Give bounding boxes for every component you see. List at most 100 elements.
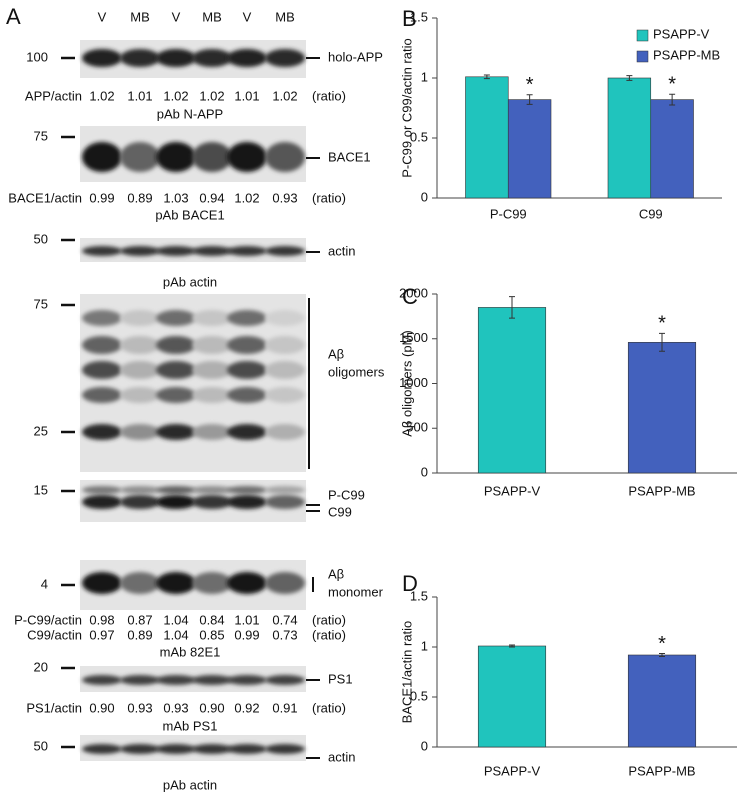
marker-label: 50: [34, 738, 48, 753]
blot-band: [82, 310, 122, 326]
bar: [650, 99, 694, 199]
blot-band: [156, 387, 196, 403]
legend-swatch: [636, 50, 649, 63]
band-label: actin: [328, 749, 355, 764]
blot-band: [265, 675, 305, 685]
blot-band: [120, 142, 160, 172]
lane-label: V: [172, 9, 181, 24]
band-label: PS1: [328, 671, 353, 686]
ratio-value: 1.01: [234, 612, 259, 627]
blot-band: [192, 142, 232, 172]
ratio-label: P-C99/actin: [14, 612, 82, 627]
blot-band: [156, 424, 196, 440]
blot-band: [227, 246, 267, 256]
blot-band: [227, 310, 267, 326]
blot-band: [265, 495, 305, 509]
y-tick-label: 1: [421, 638, 428, 653]
error-bar: [509, 644, 515, 648]
ratio-value: 0.89: [127, 190, 152, 205]
error-bar: [659, 653, 665, 657]
blot-band: [227, 424, 267, 440]
band-label: C99: [328, 504, 352, 519]
blot-band: [227, 142, 267, 172]
ratio-value: 1.02: [163, 88, 188, 103]
marker-label: 15: [34, 482, 48, 497]
panel-label: A: [6, 4, 21, 29]
ratio-value: 0.87: [127, 612, 152, 627]
lane-label: MB: [202, 9, 222, 24]
y-tick-label: 0.5: [410, 688, 428, 703]
blot-band: [82, 486, 122, 494]
ratio-value: 0.99: [234, 627, 259, 642]
x-tick-label: PSAPP-MB: [628, 763, 695, 778]
y-tick-label: 0: [421, 464, 428, 479]
blot-band: [156, 675, 196, 685]
panel-label: C: [402, 284, 418, 309]
bar: [507, 99, 552, 199]
blot-band: [192, 495, 232, 509]
band-label: BACE1: [328, 149, 371, 164]
blot-band: [192, 361, 232, 379]
blot-band: [82, 246, 122, 256]
bar: [627, 654, 697, 748]
blot-band: [156, 142, 196, 172]
blot-band: [120, 361, 160, 379]
ratio-unit: (ratio): [312, 612, 346, 627]
x-tick-label: C99: [639, 206, 663, 221]
marker-label: 75: [34, 296, 48, 311]
ratio-value: 1.01: [127, 88, 152, 103]
significance-mark: *: [658, 633, 666, 655]
ratio-value: 1.02: [272, 88, 297, 103]
y-axis-label: Aβ oligomers (pM): [399, 330, 414, 436]
band-label: oligomers: [328, 364, 385, 379]
blot-band: [120, 246, 160, 256]
blot-band: [156, 336, 196, 354]
blot-band: [120, 424, 160, 440]
blot-band: [82, 336, 122, 354]
blot-band: [120, 675, 160, 685]
error-bar: [509, 296, 515, 319]
bar: [477, 307, 547, 474]
ratio-unit: (ratio): [312, 627, 346, 642]
blot-band: [156, 744, 196, 754]
ratio-value: 1.04: [163, 612, 188, 627]
blot-band: [265, 49, 305, 67]
ratio-unit: (ratio): [312, 88, 346, 103]
error-bar: [626, 75, 633, 81]
blot-band: [120, 495, 160, 509]
blot-band: [120, 486, 160, 494]
lane-label: MB: [275, 9, 295, 24]
ratio-value: 1.02: [199, 88, 224, 103]
blot-band: [156, 361, 196, 379]
blot-band: [227, 675, 267, 685]
antibody-label: pAb actin: [163, 274, 217, 289]
y-tick-label: 0.5: [410, 129, 428, 144]
antibody-label: mAb PS1: [163, 718, 218, 733]
blot-band: [156, 246, 196, 256]
blot-band: [120, 310, 160, 326]
blot-band: [192, 744, 232, 754]
blot-band: [82, 675, 122, 685]
y-axis-label: BACE1/actin ratio: [399, 621, 414, 724]
ratio-label: C99/actin: [27, 627, 82, 642]
ratio-label: APP/actin: [25, 88, 82, 103]
blot-band: [265, 310, 305, 326]
ratio-value: 1.02: [89, 88, 114, 103]
marker-label: 75: [34, 128, 48, 143]
x-tick-label: PSAPP-MB: [628, 483, 695, 498]
y-tick-label: 1.5: [410, 588, 428, 603]
blot-band: [192, 572, 232, 594]
blot-band: [82, 424, 122, 440]
blot-band: [156, 486, 196, 494]
blot-band: [120, 744, 160, 754]
blot-band: [265, 572, 305, 594]
blot-band: [227, 572, 267, 594]
bar: [465, 76, 509, 199]
legend-label: PSAPP-MB: [653, 47, 720, 62]
band-label: monomer: [328, 584, 384, 599]
x-tick-label: PSAPP-V: [484, 483, 541, 498]
marker-label: 100: [26, 49, 48, 64]
blot-band: [192, 49, 232, 67]
band-label: Aβ: [328, 566, 344, 581]
